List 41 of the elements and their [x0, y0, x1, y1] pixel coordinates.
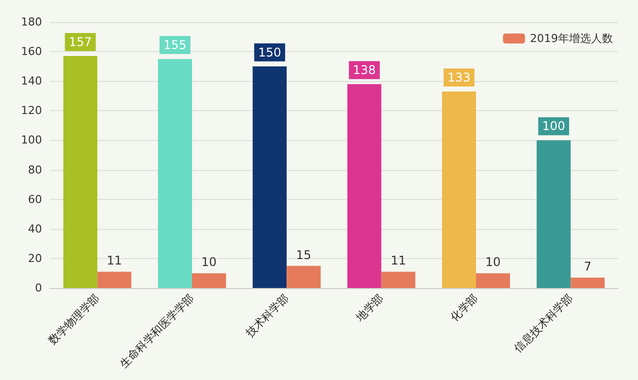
data-label: 11 [106, 254, 122, 268]
data-label: 7 [584, 260, 592, 274]
bar [286, 266, 321, 288]
y-tick-label: 40 [28, 222, 42, 236]
bar [63, 56, 98, 288]
bar [192, 273, 226, 288]
bar [570, 278, 605, 288]
bar [381, 272, 416, 288]
bar [252, 66, 287, 288]
y-tick-label: 180 [21, 16, 42, 28]
y-tick-label: 0 [35, 282, 42, 294]
y-tick-label: 140 [21, 74, 42, 88]
y-tick-label: 20 [28, 252, 42, 265]
legend-label: 2019年增选人数 [530, 32, 614, 45]
x-tick-label: 信息技术科学部 [512, 291, 576, 356]
data-label: 155 [164, 38, 186, 52]
data-label: 11 [390, 254, 406, 268]
data-label: 133 [448, 70, 470, 84]
bar [158, 58, 192, 288]
data-label: 150 [258, 45, 282, 60]
x-tick-label: 化学部 [448, 291, 481, 324]
bar [97, 272, 132, 288]
x-tick-label: 技术科学部 [242, 291, 292, 340]
bar [442, 91, 476, 288]
y-tick-label: 160 [21, 45, 42, 58]
data-label: 157 [68, 34, 92, 49]
data-label: 15 [296, 248, 312, 262]
bar [347, 84, 382, 288]
y-tick-label: 120 [21, 104, 42, 118]
data-label: 10 [201, 255, 217, 270]
y-tick-label: 60 [28, 192, 42, 206]
data-label: 138 [352, 63, 376, 78]
data-label: 100 [542, 119, 566, 134]
x-tick-label: 数学物理学部 [46, 291, 102, 348]
bar [476, 273, 510, 288]
y-tick-label: 80 [28, 163, 42, 176]
data-label: 10 [485, 255, 501, 270]
bar [536, 140, 571, 288]
x-tick-label: 生命科学和医学学部 [117, 291, 197, 371]
x-tick-label: 地学部 [352, 291, 386, 325]
y-tick-label: 100 [21, 134, 42, 147]
